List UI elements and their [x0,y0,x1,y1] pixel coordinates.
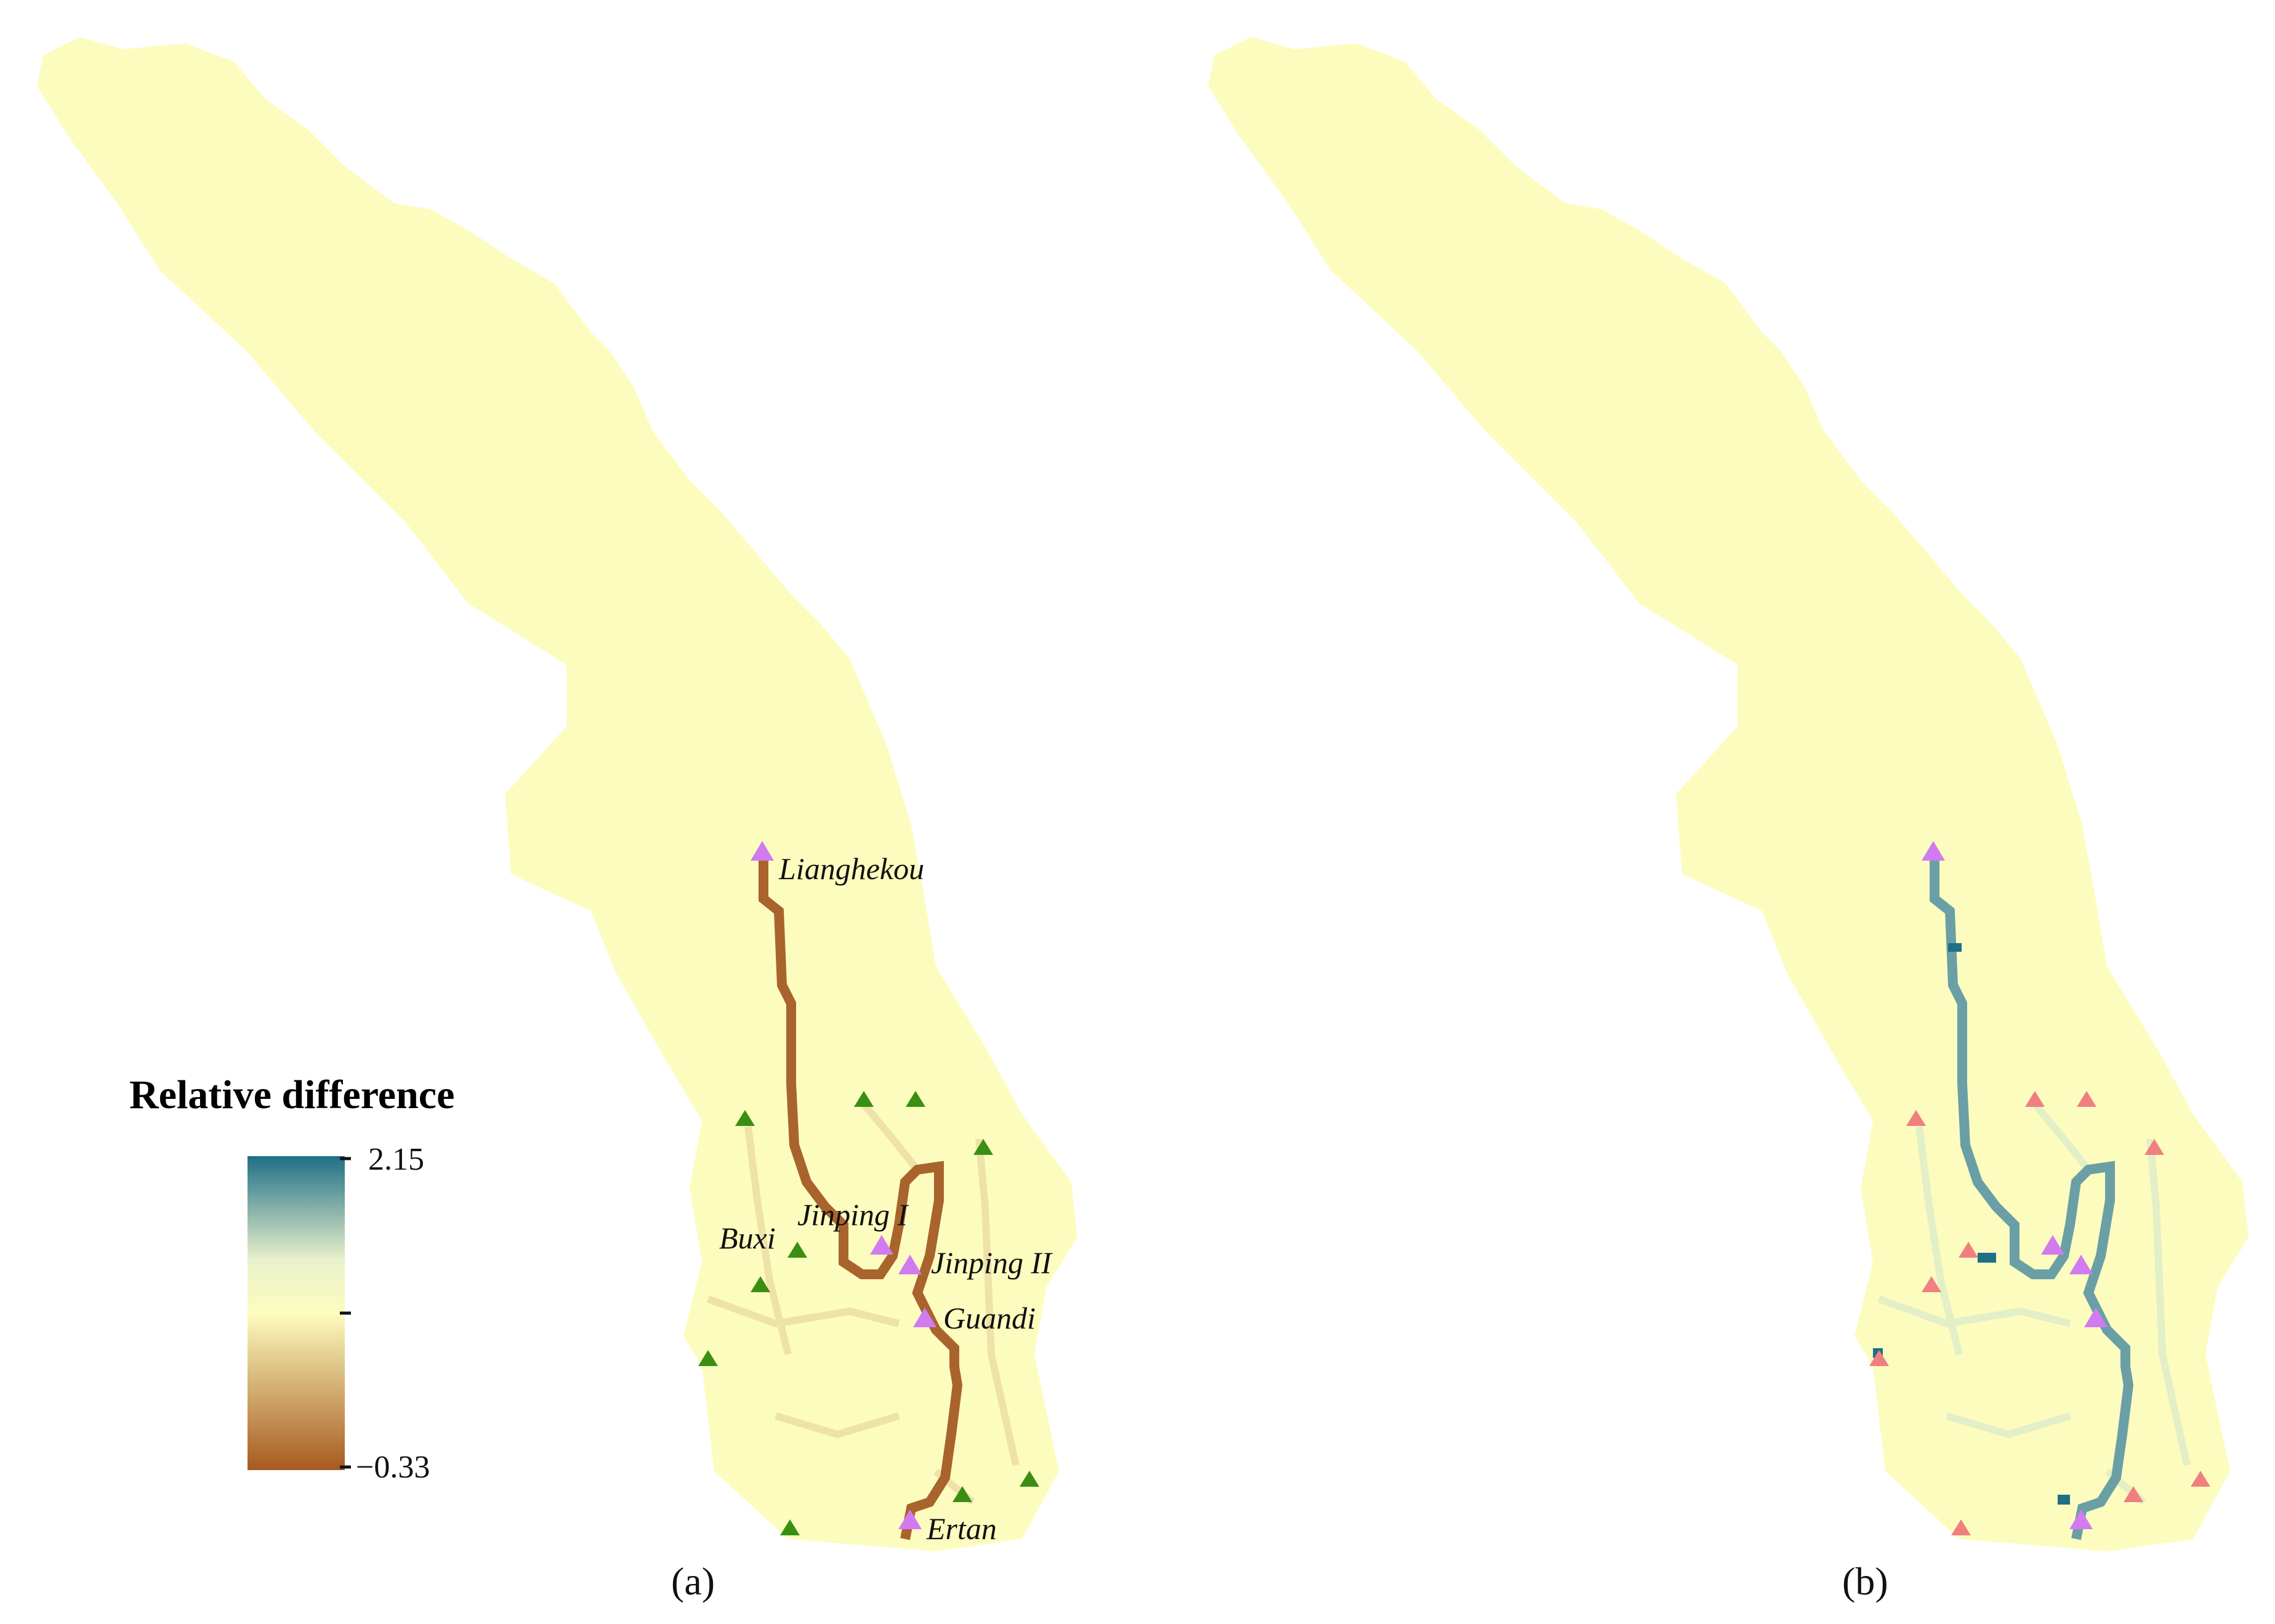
map-panel-a: Lianghekou Jinping I Buxi Jinping II Gua… [37,37,1077,1603]
station-marker [787,1242,807,1258]
station-marker [1869,1350,1889,1366]
minor-stations-a [698,1091,1039,1535]
station-marker [2144,1139,2164,1155]
main-river-b [1930,856,2134,1540]
station-marker [698,1350,718,1366]
main-stations-a [751,841,936,1529]
panel-label-b: (b) [1842,1559,1888,1603]
tributaries-a [706,1099,1020,1505]
tributaries-b [1877,1099,2191,1505]
label-ertan: Ertan [926,1511,997,1546]
station-marker [1906,1110,1926,1126]
map-panel-b: (b) [1208,37,2249,1603]
station-marker [2191,1471,2210,1487]
high-value-cell [1948,943,1962,952]
station-marker-guandi [2084,1308,2108,1327]
label-buxi: Buxi [719,1221,776,1255]
basin-outline-b [1208,37,2249,1551]
station-marker-jinping1 [2041,1235,2064,1255]
station-marker [2124,1486,2143,1502]
station-marker [1922,1276,1941,1292]
station-marker [2025,1091,2045,1107]
label-jinping1: Jinping I [797,1197,909,1232]
legend: Relative difference 2.15 −0.33 [129,1072,454,1485]
main-river-a [759,856,963,1540]
label-jinping2: Jinping II [931,1245,1053,1280]
station-marker-lianghekou [751,841,774,861]
station-marker-jinping1 [870,1235,893,1255]
station-marker [780,1519,800,1535]
panel-label-a: (a) [671,1559,715,1603]
station-marker [854,1091,874,1107]
station-marker [735,1110,755,1126]
station-marker-ertan [2069,1509,2093,1529]
station-marker [952,1486,972,1502]
station-marker [1951,1519,1971,1535]
station-marker-guandi [913,1308,936,1327]
station-marker-ertan [898,1509,922,1529]
legend-title: Relative difference [129,1072,454,1117]
station-marker [1959,1242,1978,1258]
station-marker-jinping2 [898,1255,922,1274]
high-value-cell [2058,1495,2070,1505]
station-marker-jinping2 [2069,1255,2093,1274]
basin-outline-a [37,37,1077,1551]
legend-colorbar [248,1156,345,1470]
station-marker [2077,1091,2096,1107]
station-marker [973,1139,993,1155]
minor-stations-b [1869,1091,2210,1535]
label-guandi: Guandi [943,1301,1036,1335]
station-marker-lianghekou [1922,841,1945,861]
station-marker [1020,1471,1039,1487]
station-marker [751,1276,770,1292]
station-marker [906,1091,925,1107]
high-value-cell [1978,1253,1996,1263]
label-lianghekou: Lianghekou [778,851,924,886]
legend-min-label: −0.33 [356,1450,430,1485]
legend-max-label: 2.15 [368,1142,424,1177]
main-stations-b [1922,841,2108,1529]
